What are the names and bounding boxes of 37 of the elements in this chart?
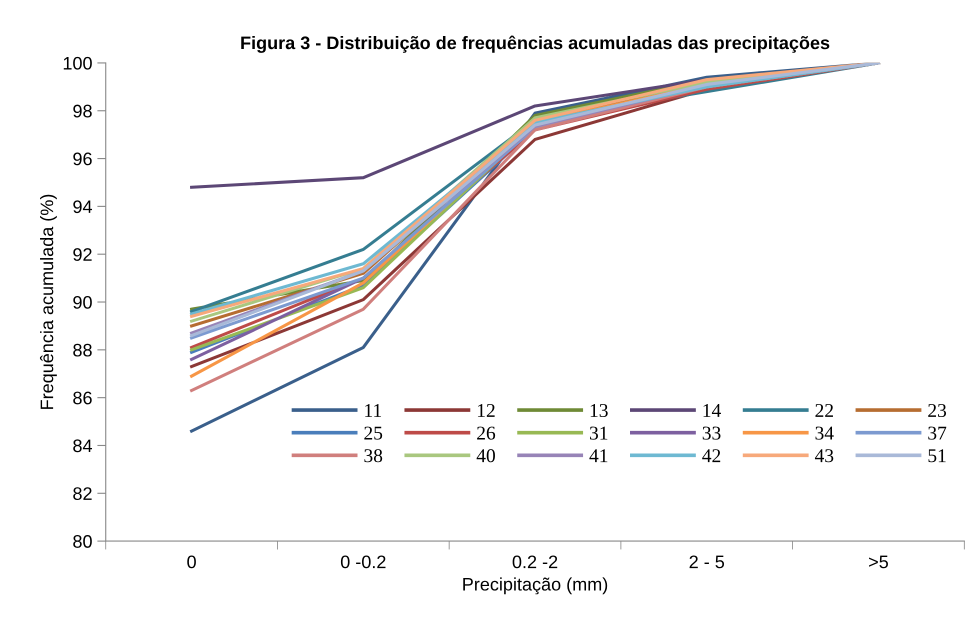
legend-label: 13	[590, 404, 608, 418]
legend-label: 22	[815, 404, 833, 417]
x-tick-label: >5	[869, 556, 888, 568]
y-tick-label: 80	[73, 535, 92, 548]
legend-label: 41	[589, 449, 608, 462]
legend-label: 11	[365, 404, 382, 417]
y-tick-label: 86	[73, 392, 92, 404]
y-tick-label: 90	[73, 296, 92, 309]
legend-label: 12	[478, 404, 495, 417]
x-tick-label: 2 - 5	[690, 555, 724, 568]
legend-label: 33	[702, 426, 720, 440]
x-tick-label: 0	[187, 555, 196, 568]
y-tick-label: 88	[73, 344, 92, 357]
y-tick-label: 100	[64, 56, 92, 70]
legend-label: 40	[476, 449, 495, 462]
legend-label: 26	[477, 426, 496, 440]
y-tick-label: 96	[73, 152, 92, 166]
legend-label: 23	[928, 404, 946, 418]
x-tick-label: 0 -0.2	[340, 555, 386, 568]
x-tick-label: 0.2 -2	[512, 555, 558, 568]
x-axis-title: Precipitação (mm)	[463, 577, 608, 594]
y-tick-label: 92	[73, 248, 92, 261]
legend-label: 42	[702, 449, 720, 462]
legend-label: 37	[928, 426, 946, 440]
y-tick-label: 84	[73, 439, 92, 452]
y-axis-title: Frequência acumulada (%)	[40, 194, 57, 409]
chart-title: Figura 3 - Distribuição de frequências acumuladas das precipitações	[241, 36, 830, 53]
legend-label: 38	[364, 449, 382, 462]
y-tick-label: 94	[73, 200, 92, 214]
legend-label: 34	[816, 426, 834, 440]
y-tick-label: 82	[73, 487, 92, 500]
legend-label: 51	[928, 449, 946, 462]
legend-label: 43	[814, 449, 834, 462]
legend-label: 25	[364, 426, 382, 440]
y-tick-label: 98	[73, 104, 92, 118]
legend-label: 14	[704, 404, 721, 417]
legend-label: 31	[590, 426, 608, 440]
